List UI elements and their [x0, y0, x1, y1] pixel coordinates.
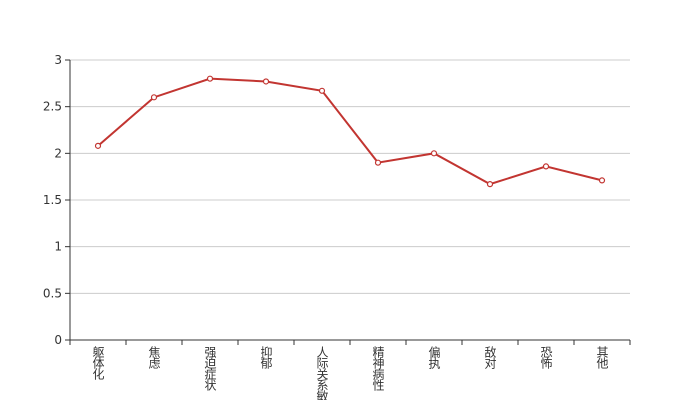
point	[542, 163, 550, 170]
point	[262, 78, 270, 85]
x-tick-label: 其他	[595, 346, 609, 369]
y-tick-label: 2.5	[43, 100, 62, 114]
x-tick-label: 强迫症状	[203, 346, 217, 391]
y-tick-label: 0.5	[43, 286, 62, 300]
x-tick-label: 偏执	[427, 345, 441, 370]
point	[486, 181, 494, 188]
x-tick-label: 恐怖	[539, 346, 553, 369]
point	[150, 94, 158, 101]
x-tick-label: 焦虑	[147, 346, 161, 369]
x-tick-label: 敌对	[483, 345, 497, 369]
y-tick-label: 3	[54, 53, 62, 67]
point	[94, 142, 102, 149]
point	[430, 150, 438, 157]
point	[598, 177, 606, 184]
x-tick-label: 躯体化	[91, 345, 105, 381]
point	[206, 75, 214, 82]
x-tick-label: 抑郁	[259, 345, 273, 370]
point	[318, 87, 326, 94]
y-tick-label: 1.5	[43, 193, 62, 207]
x-tick-label: 精神病性	[371, 346, 385, 392]
x-tick-label: 人际关系敏感	[315, 346, 329, 400]
line	[97, 77, 603, 186]
y-tick-label: 0	[54, 333, 62, 347]
y-tick-label: 1	[54, 240, 62, 254]
y-tick-label: 2	[54, 146, 62, 160]
point	[374, 159, 382, 166]
